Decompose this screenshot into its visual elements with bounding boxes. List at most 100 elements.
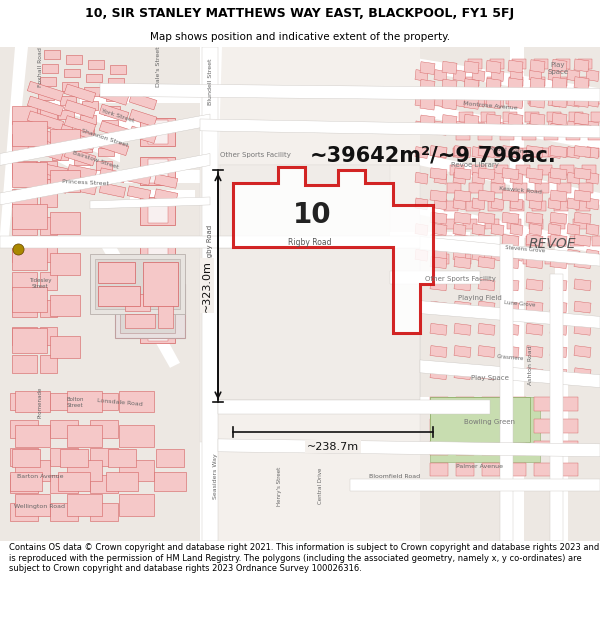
Polygon shape	[453, 173, 466, 184]
Text: Princess Street: Princess Street	[61, 179, 109, 187]
Polygon shape	[502, 168, 519, 180]
Bar	[50, 212, 80, 234]
Polygon shape	[550, 323, 567, 335]
Polygon shape	[420, 360, 600, 388]
Polygon shape	[567, 95, 580, 107]
Polygon shape	[148, 199, 168, 222]
Polygon shape	[415, 69, 428, 81]
Polygon shape	[523, 254, 537, 264]
Polygon shape	[586, 249, 599, 261]
Polygon shape	[40, 272, 57, 290]
Polygon shape	[125, 294, 150, 311]
Polygon shape	[491, 173, 504, 184]
Polygon shape	[82, 101, 98, 110]
Polygon shape	[510, 69, 523, 81]
Bar	[154, 174, 178, 188]
Polygon shape	[102, 120, 118, 129]
Polygon shape	[555, 205, 568, 541]
Polygon shape	[120, 289, 175, 333]
Polygon shape	[233, 168, 433, 333]
Polygon shape	[104, 106, 120, 115]
Polygon shape	[516, 166, 530, 175]
Polygon shape	[572, 94, 586, 104]
Polygon shape	[472, 95, 485, 107]
Bar	[28, 141, 64, 161]
Polygon shape	[500, 130, 514, 140]
Bar	[99, 168, 126, 182]
Polygon shape	[548, 198, 561, 210]
Bar	[156, 449, 184, 466]
Polygon shape	[526, 190, 543, 202]
Text: ~238.7m: ~238.7m	[307, 442, 359, 452]
Bar	[534, 419, 552, 433]
Polygon shape	[98, 286, 140, 306]
Polygon shape	[450, 166, 464, 175]
Polygon shape	[0, 47, 200, 541]
Bar	[119, 459, 154, 481]
Polygon shape	[573, 219, 587, 229]
Polygon shape	[434, 121, 447, 132]
Bar	[15, 494, 50, 516]
Polygon shape	[529, 249, 542, 261]
Polygon shape	[550, 279, 567, 291]
Polygon shape	[76, 142, 92, 151]
Polygon shape	[569, 112, 583, 122]
Polygon shape	[441, 219, 455, 229]
Polygon shape	[586, 224, 599, 236]
Bar	[34, 177, 68, 193]
Polygon shape	[30, 147, 46, 156]
Polygon shape	[548, 173, 561, 184]
Bar	[10, 471, 42, 491]
Polygon shape	[526, 279, 543, 291]
Bar	[482, 419, 500, 433]
Text: Contains OS data © Crown copyright and database right 2021. This information is : Contains OS data © Crown copyright and d…	[9, 543, 599, 573]
Polygon shape	[434, 173, 447, 184]
Polygon shape	[502, 301, 519, 313]
Polygon shape	[390, 231, 470, 244]
Polygon shape	[0, 236, 500, 248]
Polygon shape	[547, 112, 561, 122]
Polygon shape	[574, 323, 591, 335]
Polygon shape	[454, 279, 471, 291]
Polygon shape	[574, 168, 591, 180]
Polygon shape	[548, 121, 561, 132]
Polygon shape	[420, 236, 600, 266]
Polygon shape	[478, 130, 492, 140]
Polygon shape	[464, 79, 479, 91]
Polygon shape	[430, 323, 447, 335]
Polygon shape	[465, 76, 479, 86]
Polygon shape	[60, 96, 76, 105]
Polygon shape	[472, 249, 485, 261]
Polygon shape	[457, 254, 471, 264]
Polygon shape	[415, 249, 428, 261]
Polygon shape	[420, 203, 600, 254]
Polygon shape	[10, 503, 38, 521]
Polygon shape	[510, 249, 523, 261]
Bar	[508, 398, 526, 411]
Polygon shape	[125, 314, 155, 328]
Polygon shape	[40, 217, 57, 234]
Polygon shape	[502, 213, 519, 224]
Polygon shape	[548, 249, 561, 261]
Polygon shape	[454, 257, 471, 269]
Polygon shape	[586, 198, 599, 210]
Polygon shape	[592, 236, 600, 246]
Polygon shape	[415, 173, 428, 184]
Polygon shape	[438, 236, 452, 246]
Text: Map shows position and indicative extent of the property.: Map shows position and indicative extent…	[150, 31, 450, 41]
Polygon shape	[0, 47, 28, 244]
Bar	[15, 425, 50, 447]
Text: Grasmere: Grasmere	[496, 354, 524, 362]
Text: Barton Avenue: Barton Avenue	[17, 474, 63, 479]
Polygon shape	[472, 198, 485, 210]
Polygon shape	[482, 236, 496, 246]
Polygon shape	[0, 47, 45, 224]
Polygon shape	[529, 198, 542, 210]
Polygon shape	[430, 346, 447, 358]
Polygon shape	[218, 248, 420, 401]
Polygon shape	[430, 234, 447, 246]
Polygon shape	[12, 355, 37, 372]
Polygon shape	[453, 121, 466, 132]
Text: Play
Space: Play Space	[547, 62, 569, 75]
Polygon shape	[215, 249, 390, 398]
